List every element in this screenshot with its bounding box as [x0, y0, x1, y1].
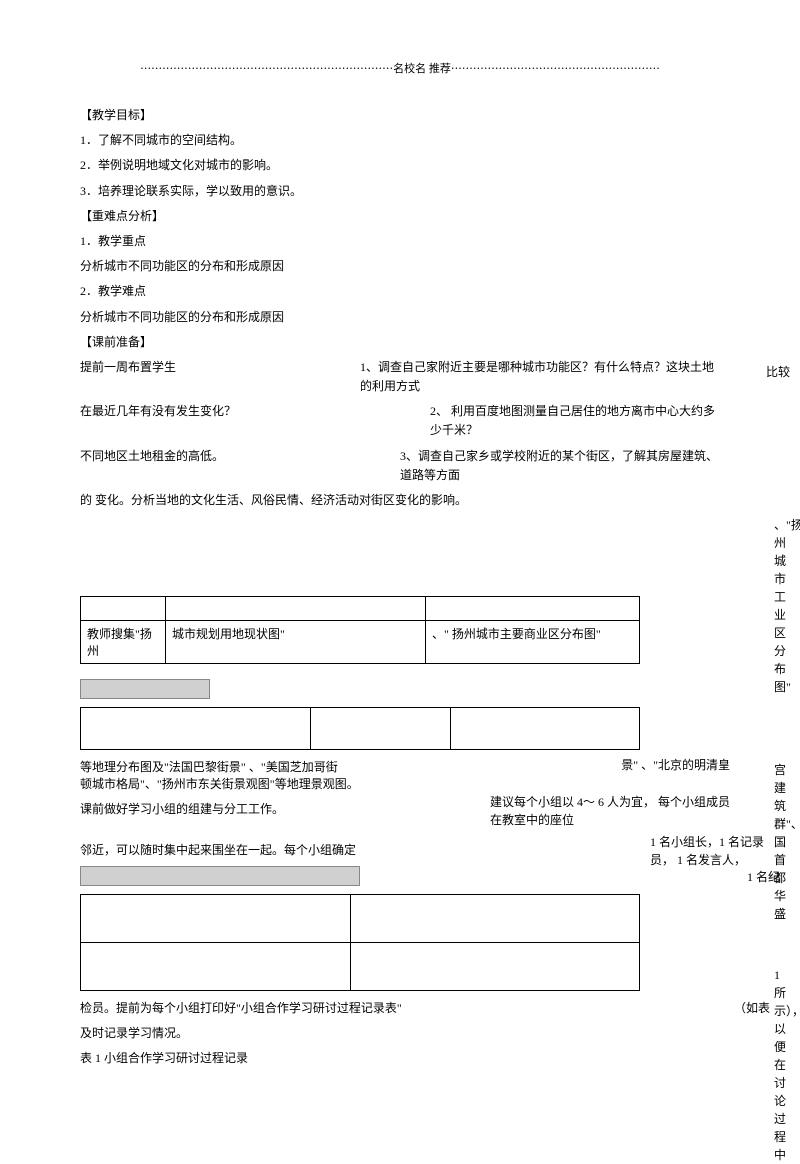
table3-r2c1	[81, 942, 351, 990]
table2-r1c2	[311, 708, 451, 750]
bottom-text-4: 表 1 小组合作学习研讨过程记录	[80, 1049, 720, 1068]
mid-text-8: 邻近，可以随时集中起来围坐在一起。每个小组确定	[80, 841, 720, 860]
header-title: 名校名 推荐	[393, 63, 451, 75]
table2-r1c1	[81, 708, 311, 750]
mid-text-10: 1 名纪	[747, 868, 780, 886]
section-goals-title: 【教学目标】	[80, 106, 720, 125]
table1-r1c3	[426, 597, 640, 621]
mid-text-9: 1 名小组长，1 名记录员， 1 名发言人，	[650, 833, 780, 869]
prep-line2-left: 在最近几年有没有发生变化？	[80, 402, 236, 440]
main-content: 【教学目标】 1．了解不同城市的空间结构。 2．举例说明地域文化对城市的影响。 …	[80, 106, 720, 1068]
mid-text-7: 建议每个小组以 4～ 6 人为宜， 每个小组成员在教室中的座位	[490, 793, 740, 829]
header-dots-left: ⋯⋯⋯⋯⋯⋯⋯⋯⋯⋯⋯⋯⋯⋯⋯⋯⋯⋯⋯⋯⋯⋯⋯	[140, 63, 393, 75]
gray-box-2	[80, 866, 360, 886]
vertical-text-3: 1 所示），以便在讨论过程中	[774, 966, 788, 1164]
bottom-text-3: 及时记录学习情况。	[80, 1024, 720, 1043]
prep-line4: 的 变化。分析当地的文化生活、风俗民情、经济活动对街区变化的影响。	[80, 491, 720, 510]
mid-text-2: 、"美国芝加哥街	[249, 760, 338, 774]
table1-r2c1: 教师搜集"扬州	[81, 621, 166, 664]
prep-line3-left: 不同地区土地租金的高低。	[80, 447, 224, 485]
prep-line1-left: 提前一周布置学生	[80, 358, 176, 396]
table-1: 教师搜集"扬州 城市规划用地现状图" 、" 扬州城市主要商业区分布图"	[80, 596, 640, 664]
mid-text-4: 、"北京的明清皇	[641, 758, 730, 772]
table2-r1c3	[451, 708, 640, 750]
goal-3: 3．培养理论联系实际，学以致用的意识。	[80, 182, 720, 201]
goal-1: 1．了解不同城市的空间结构。	[80, 131, 720, 150]
mid-text-1: 等地理分布图及"法国巴黎街景"	[80, 760, 246, 774]
hard-point-content: 分析城市不同功能区的分布和形成原因	[80, 308, 720, 327]
table1-r1c2	[166, 597, 426, 621]
table3-r1c1	[81, 894, 351, 942]
bottom-text-2: （如表	[734, 999, 770, 1024]
key-point-content: 分析城市不同功能区的分布和形成原因	[80, 257, 720, 276]
mid-text-6: 课前做好学习小组的组建与分工工作。	[80, 800, 284, 819]
prep-line3-right: 3、调查自己家乡或学校附近的某个街区，了解其房屋建筑、道路等方面	[400, 447, 720, 485]
table1-r2c2: 城市规划用地现状图"	[166, 621, 426, 664]
vertical-text-1: 、"扬州城市工业区分布图"	[774, 516, 788, 696]
goal-2: 2．举例说明地域文化对城市的影响。	[80, 156, 720, 175]
key-point-title: 1．教学重点	[80, 232, 720, 251]
table1-r1c1	[81, 597, 166, 621]
table3-r1c2	[351, 894, 640, 942]
mid-text-5: 顿城市格局"、"扬州市东关街景观图"等地理景观图。	[80, 775, 720, 794]
page-header: ⋯⋯⋯⋯⋯⋯⋯⋯⋯⋯⋯⋯⋯⋯⋯⋯⋯⋯⋯⋯⋯⋯⋯名校名 推荐⋯⋯⋯⋯⋯⋯⋯⋯⋯⋯⋯…	[80, 60, 720, 76]
bottom-text-1: 检员。提前为每个小组打印好"小组合作学习研讨过程记录表"	[80, 999, 402, 1018]
table3-r2c2	[351, 942, 640, 990]
prep-line2-right: 2、 利用百度地图测量自己居住的地方离市中心大约多少千米？	[430, 402, 720, 440]
mid-text-3: 景"	[621, 758, 638, 772]
header-dots-right: ⋯⋯⋯⋯⋯⋯⋯⋯⋯⋯⋯⋯⋯⋯⋯⋯⋯⋯⋯	[451, 63, 660, 75]
section-difficulty-title: 【重难点分析】	[80, 207, 720, 226]
table-2	[80, 707, 640, 750]
gray-box-1	[80, 679, 210, 699]
hard-point-title: 2．教学难点	[80, 282, 720, 301]
prep-line1-right: 1、调查自己家附近主要是哪种城市功能区？有什么特点？这块土地的利用方式	[360, 358, 720, 396]
table-3	[80, 894, 640, 991]
section-prep-title: 【课前准备】	[80, 333, 720, 352]
far-right-1: 比较	[766, 363, 790, 382]
table1-r2c3: 、" 扬州城市主要商业区分布图"	[426, 621, 640, 664]
